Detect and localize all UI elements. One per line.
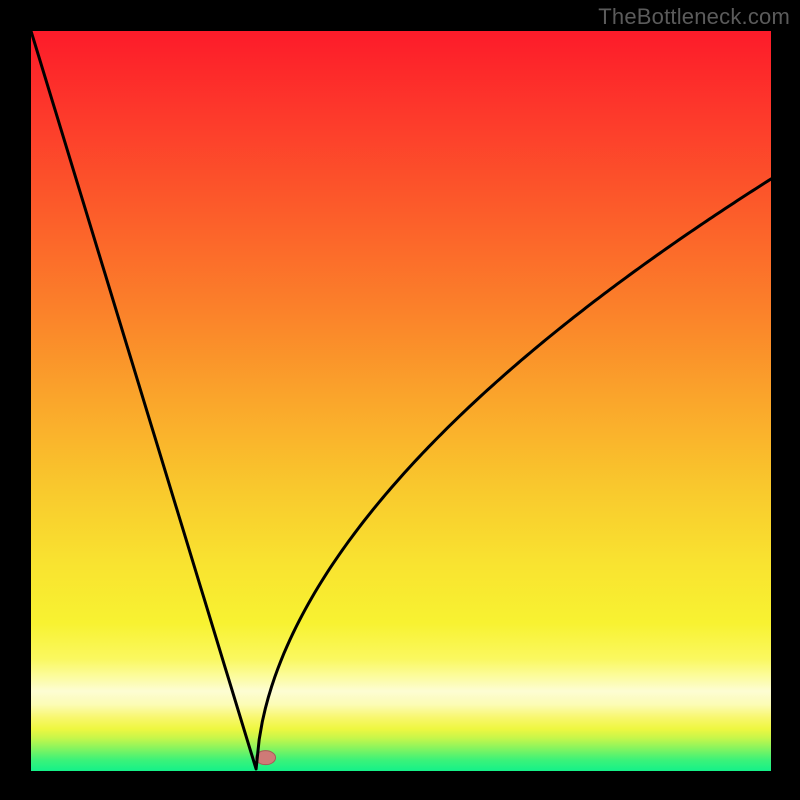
plot-background [31,31,771,771]
watermark-text: TheBottleneck.com [598,4,790,30]
chart-canvas: TheBottleneck.com [0,0,800,800]
bottleneck-chart [0,0,800,800]
